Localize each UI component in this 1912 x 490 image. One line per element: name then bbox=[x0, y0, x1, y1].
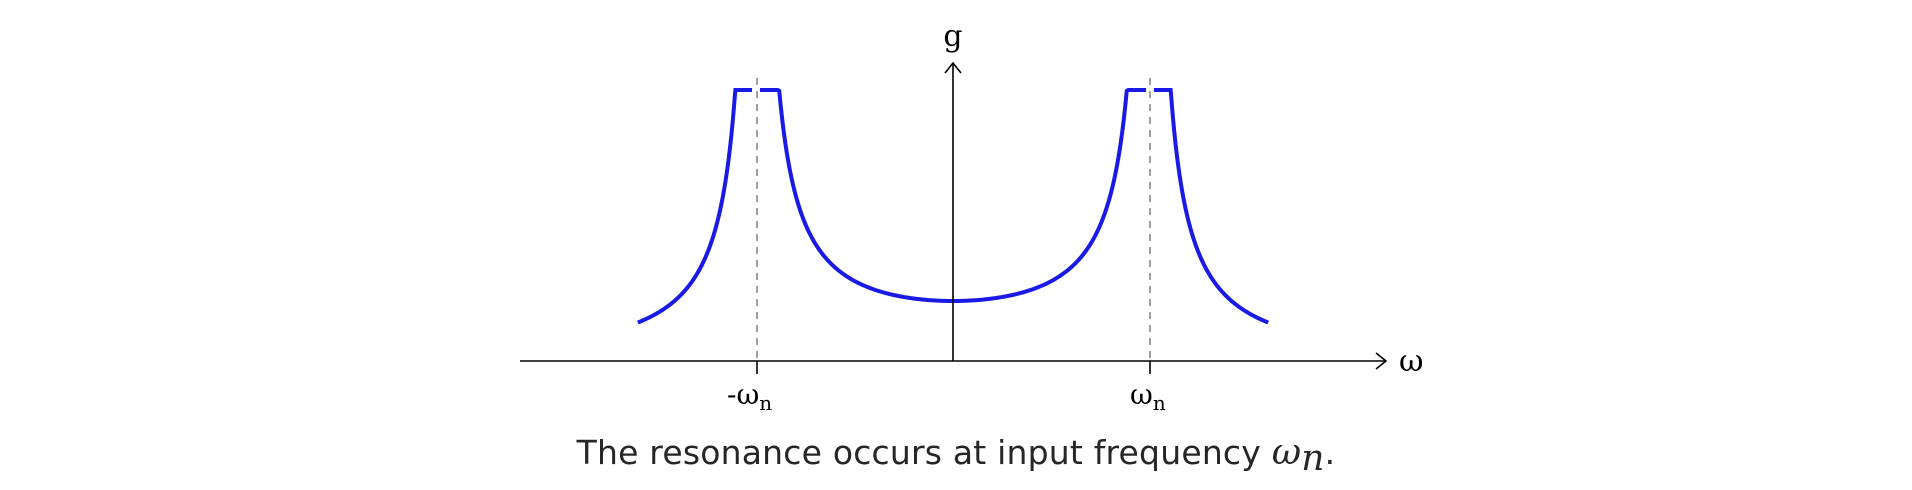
tick-label-negative-main: -ω bbox=[727, 378, 759, 411]
tick-label-negative-sub: n bbox=[759, 391, 772, 415]
caption-text: The resonance occurs at input frequency bbox=[576, 433, 1272, 472]
caption-period: . bbox=[1324, 433, 1336, 472]
gain-curve-right-branch bbox=[1153, 88, 1269, 325]
y-axis-label: g bbox=[943, 19, 962, 54]
caption-omega-symbol: ω bbox=[1271, 432, 1302, 473]
gain-curve-left-branch bbox=[637, 88, 753, 325]
tick-label-negative-omega-n: -ωn bbox=[727, 378, 772, 415]
tick-label-positive-sub: n bbox=[1153, 391, 1166, 415]
tick-label-positive-main: ω bbox=[1130, 378, 1153, 411]
y-axis-arrowhead bbox=[944, 61, 962, 74]
x-axis-label: ω bbox=[1399, 344, 1423, 379]
figure-caption: The resonance occurs at input frequency … bbox=[0, 432, 1912, 479]
x-axis-arrowhead bbox=[1375, 352, 1388, 370]
caption-omega-subscript: n bbox=[1301, 438, 1325, 479]
tick-label-omega-n: ωn bbox=[1130, 378, 1166, 415]
